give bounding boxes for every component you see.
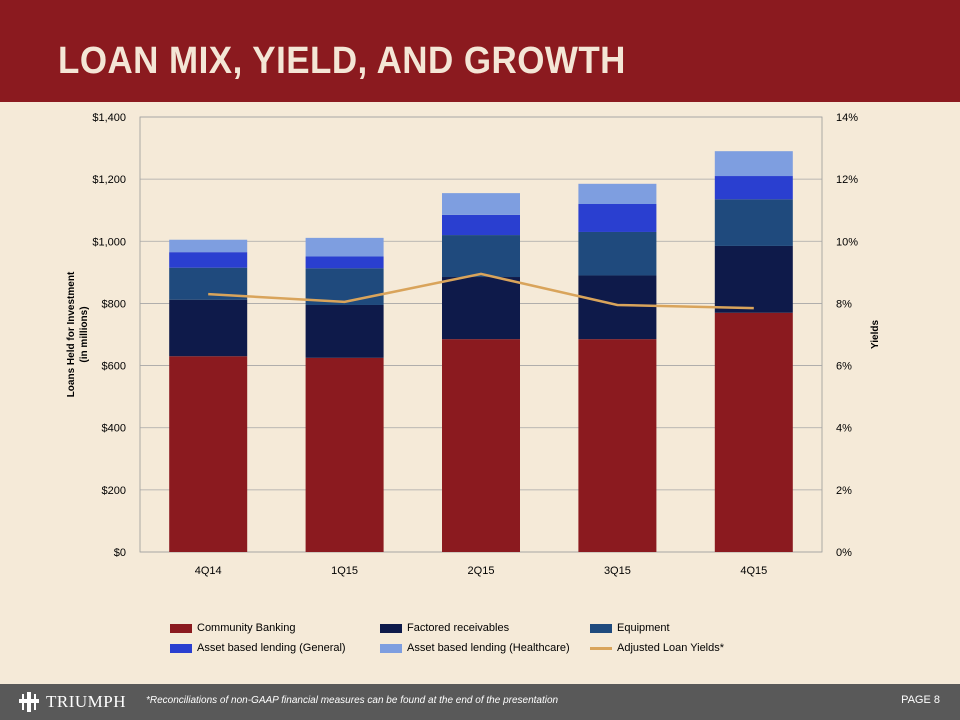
- legend-swatch: [380, 643, 402, 653]
- y-axis-title: Loans Held for Investment (in millions): [66, 271, 90, 397]
- y-tick-label: $600: [102, 361, 126, 373]
- bar-segment: [442, 235, 520, 278]
- legend-swatch: [590, 646, 612, 650]
- bar-segment: [714, 151, 793, 177]
- y-tick-label: $1,400: [92, 112, 126, 124]
- legend-swatch: [170, 643, 192, 653]
- bar-segment: [305, 268, 384, 305]
- legend-item: Asset based lending (Healthcare): [380, 642, 570, 654]
- bar-segment: [578, 183, 657, 204]
- triumph-logo: TRIUMPH: [18, 690, 126, 714]
- legend-label: Adjusted Loan Yields*: [617, 642, 725, 654]
- bar-segment: [305, 237, 384, 257]
- x-tick-label: 3Q15: [604, 565, 631, 577]
- y-axis-title-line: (in millions): [79, 306, 90, 362]
- x-tick-label: 1Q15: [331, 565, 358, 577]
- y2-tick-label: 12%: [836, 174, 858, 186]
- bar-segment: [169, 299, 248, 357]
- y-tick-label: $200: [102, 485, 126, 497]
- y2-tick-label: 8%: [836, 298, 852, 310]
- bar-segment: [305, 304, 384, 358]
- x-tick-label: 2Q15: [468, 565, 495, 577]
- y-tick-label: $1,000: [92, 236, 126, 248]
- y2-axis-title: Yields: [870, 320, 881, 350]
- legend-swatch: [590, 623, 612, 633]
- bar-segment: [442, 277, 520, 340]
- legend-swatch: [170, 623, 192, 633]
- bar-segment: [442, 214, 520, 236]
- y2-tick-label: 14%: [836, 112, 858, 124]
- bar-segment: [578, 204, 657, 232]
- y2-tick-label: 4%: [836, 423, 852, 435]
- y2-tick-label: 0%: [836, 547, 852, 559]
- bar-segment: [714, 245, 793, 313]
- legend-label: Factored receivables: [407, 622, 510, 634]
- bar-segment: [305, 357, 384, 552]
- footnote: *Reconciliations of non-GAAP financial m…: [146, 695, 559, 706]
- bar-segment: [442, 193, 520, 215]
- legend-item: Factored receivables: [380, 622, 509, 634]
- legend-item: Community Banking: [170, 622, 295, 634]
- y-axis-title-line: Loans Held for Investment: [66, 271, 77, 397]
- bar-segment: [578, 231, 657, 276]
- bar-segment: [578, 339, 657, 552]
- legend-label: Asset based lending (General): [197, 642, 346, 654]
- bar-segment: [714, 176, 793, 200]
- page-number: PAGE 8: [901, 694, 940, 706]
- cross-logo-icon: [19, 692, 39, 712]
- footer-bar: TRIUMPH *Reconciliations of non-GAAP fin…: [0, 684, 960, 720]
- bar-segment: [169, 239, 248, 253]
- y2-tick-label: 6%: [836, 361, 852, 373]
- bar-segment: [442, 339, 520, 552]
- bar-segment: [714, 312, 793, 552]
- legend-label: Equipment: [617, 622, 670, 634]
- bar-segment: [169, 252, 248, 268]
- legend-label: Asset based lending (Healthcare): [407, 642, 570, 654]
- y-tick-label: $400: [102, 423, 126, 435]
- bar-segment: [305, 256, 384, 269]
- bar-segment: [714, 199, 793, 246]
- legend-swatch: [380, 623, 402, 633]
- y-tick-label: $0: [114, 547, 126, 559]
- bar-segment: [169, 356, 248, 552]
- x-tick-label: 4Q14: [195, 565, 222, 577]
- y2-tick-label: 10%: [836, 236, 858, 248]
- loan-mix-chart: $0 $200 $400 $600 $800 $1,000 $1,200 $1,400 0% 2%…: [66, 112, 881, 577]
- y-tick-label: $1,200: [92, 174, 126, 186]
- legend-item: Asset based lending (General): [170, 642, 346, 654]
- legend-item: Equipment: [590, 622, 670, 634]
- slide-header: LOAN MIX, YIELD, AND GROWTH: [0, 0, 960, 102]
- legend-item: Adjusted Loan Yields*: [590, 642, 724, 654]
- y-tick-label: $800: [102, 298, 126, 310]
- y2-tick-label: 2%: [836, 485, 852, 497]
- slide-title: LOAN MIX, YIELD, AND GROWTH: [58, 40, 626, 82]
- chart-legend: Community Banking Factored receivables Equ…: [170, 622, 810, 666]
- bar-segment: [578, 275, 657, 340]
- legend-label: Community Banking: [197, 622, 296, 634]
- x-tick-label: 4Q15: [740, 565, 767, 577]
- brand-name: TRIUMPH: [46, 692, 127, 711]
